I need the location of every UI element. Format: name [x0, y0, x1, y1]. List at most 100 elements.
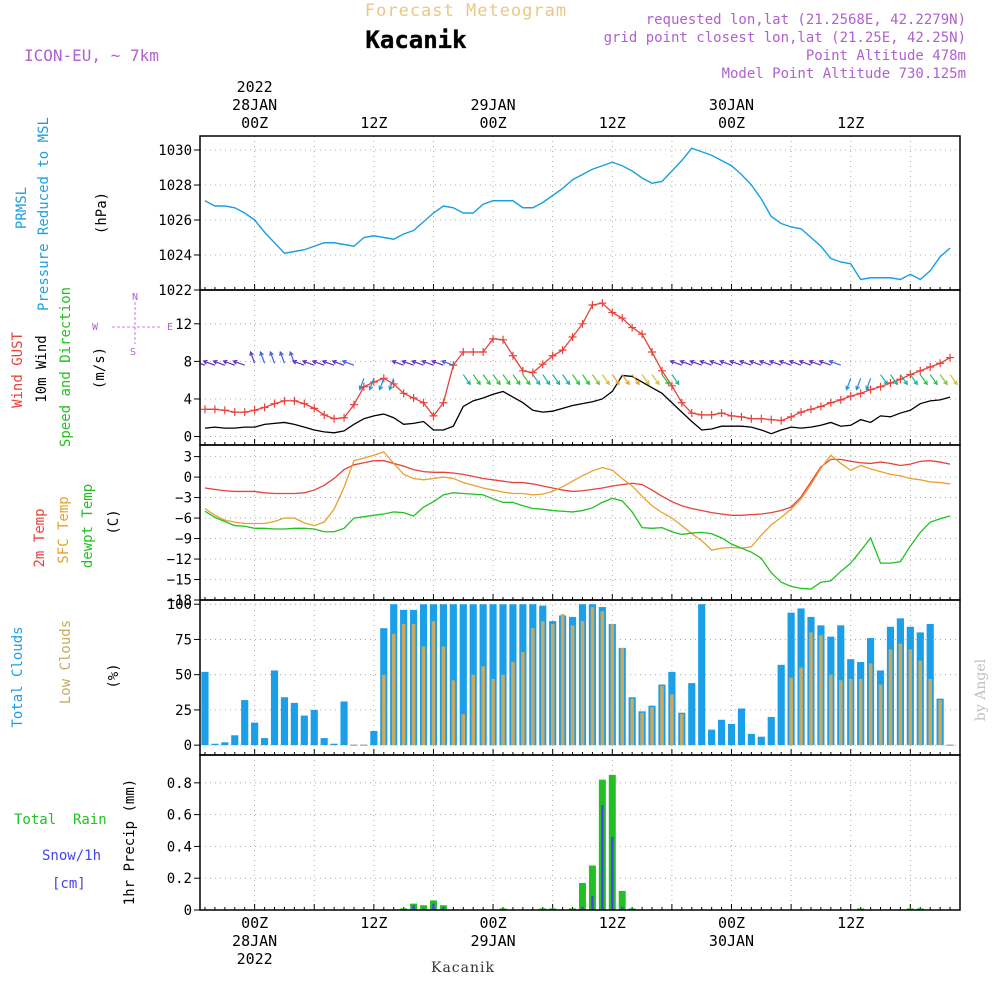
- rain-bar: [539, 908, 547, 910]
- gust-marker: [240, 408, 249, 417]
- y-tick-label: 25: [175, 703, 192, 719]
- y-tick-label: −9: [175, 532, 192, 548]
- wind-direction-arrow: [341, 359, 355, 366]
- y-tick-label: 50: [175, 668, 192, 684]
- arrow-head: [798, 359, 804, 365]
- low-cloud-bar: [918, 660, 923, 746]
- arrow-head: [430, 359, 437, 365]
- t2m-label: 2m Temp: [32, 508, 48, 567]
- arrow-shaft: [949, 374, 958, 385]
- snow-bar: [412, 905, 415, 910]
- y-tick-label: 8: [184, 354, 192, 370]
- low-cloud-bar: [829, 674, 833, 746]
- low-cloud-bar: [501, 674, 505, 746]
- top-time-label: 00Z: [480, 114, 507, 132]
- gust-marker: [608, 308, 617, 317]
- gust-marker: [707, 410, 716, 419]
- top-time-label: 12Z: [599, 114, 626, 132]
- arrow-shaft: [601, 374, 610, 385]
- arrow-shaft: [392, 360, 404, 366]
- dewpoint-line: [204, 492, 951, 590]
- gust-marker: [638, 330, 647, 339]
- wind-direction-arrow: [738, 359, 752, 366]
- wind-direction-arrow: [532, 374, 541, 386]
- model-altitude: Model Point Altitude 730.125m: [722, 66, 966, 82]
- arrow-shaft: [552, 374, 561, 385]
- y-tick-label: 1028: [158, 178, 192, 194]
- bottom-time-label: 29JAN: [470, 932, 515, 950]
- wind-direction-arrow: [440, 359, 454, 366]
- wind-direction-arrow: [562, 374, 571, 386]
- requested-point: requested lon,lat (21.2568E, 42.2279N): [646, 12, 966, 28]
- arrow-shaft: [259, 351, 266, 364]
- gust-marker: [409, 394, 418, 403]
- wind-direction-arrow: [855, 378, 862, 391]
- wind-direction-arrow: [919, 374, 928, 386]
- arrow-shaft: [512, 374, 521, 385]
- rain-bar: [588, 865, 596, 910]
- low-cloud-bar: [878, 684, 883, 746]
- low-cloud-bar: [630, 698, 634, 746]
- arrow-shaft: [472, 374, 481, 385]
- arrow-shaft: [213, 360, 226, 366]
- gust-marker: [717, 409, 726, 418]
- wind-direction-arrow: [818, 359, 832, 366]
- panel-content: [204, 451, 951, 590]
- gust-marker: [469, 348, 478, 356]
- gust-marker: [548, 351, 557, 360]
- wind-direction-arrow: [768, 359, 782, 366]
- wind-direction-arrow: [611, 374, 620, 386]
- arrow-head: [645, 380, 650, 386]
- arrow-head: [674, 380, 680, 386]
- direction-label: Speed and Direction: [58, 287, 74, 447]
- arrow-shaft: [402, 360, 414, 366]
- pressure-label-2: Pressure Reduced to MSL: [36, 117, 52, 311]
- arrow-shaft: [441, 360, 454, 366]
- arrow-head: [486, 380, 491, 386]
- total-cloud-bar: [717, 719, 726, 746]
- arrow-head: [535, 380, 541, 386]
- wind-direction-arrow: [679, 359, 692, 366]
- gust-marker: [220, 406, 229, 415]
- wind-direction-arrow: [259, 350, 266, 364]
- wind-direction-arrow: [899, 374, 908, 386]
- gust-marker: [419, 398, 428, 407]
- y-tick-label: 4: [184, 392, 192, 408]
- rain-bar: [499, 908, 507, 910]
- gust-marker: [946, 353, 955, 362]
- arrow-shaft: [462, 374, 471, 385]
- total-cloud-bar: [280, 697, 289, 746]
- low-cloud-bar: [799, 667, 803, 746]
- arrow-head: [845, 385, 851, 391]
- wind-direction-arrow: [641, 374, 650, 386]
- gust-marker: [210, 405, 219, 414]
- y-tick-label: −15: [167, 573, 192, 589]
- wind-direction-arrow: [391, 359, 404, 366]
- top-time-label: 12Z: [360, 114, 387, 132]
- precip-ylabel: 1hr Precip (mm): [122, 779, 138, 905]
- total-cloud-bar: [767, 716, 775, 746]
- gust-marker: [200, 405, 209, 414]
- wind-direction-arrow: [269, 350, 276, 364]
- arrow-head: [391, 359, 397, 365]
- arrow-head: [341, 359, 347, 365]
- arrow-head: [476, 380, 481, 386]
- precip-panel-labels: Total Rain Snow/1h [cm] 1hr Precip (mm): [14, 779, 138, 905]
- sfc-label: SFC Temp: [56, 496, 72, 563]
- arrow-shaft: [269, 351, 276, 364]
- arrow-head: [728, 359, 735, 365]
- total-cloud-bar: [747, 733, 755, 746]
- snow-bar: [611, 836, 614, 910]
- total-cloud-bar: [727, 724, 736, 746]
- rain-bar: [420, 905, 428, 910]
- total-cloud-bar: [757, 736, 765, 746]
- wind-direction-arrow: [430, 359, 444, 366]
- arrow-shaft: [799, 360, 812, 366]
- bottom-time-label: 12Z: [360, 914, 387, 932]
- total-cloud-bar: [290, 702, 298, 746]
- y-tick-label: 1026: [158, 213, 192, 229]
- total-cloud-bar: [737, 708, 746, 746]
- arrow-head: [615, 380, 620, 386]
- arrow-shaft: [200, 362, 206, 366]
- arrow-shaft: [379, 378, 385, 390]
